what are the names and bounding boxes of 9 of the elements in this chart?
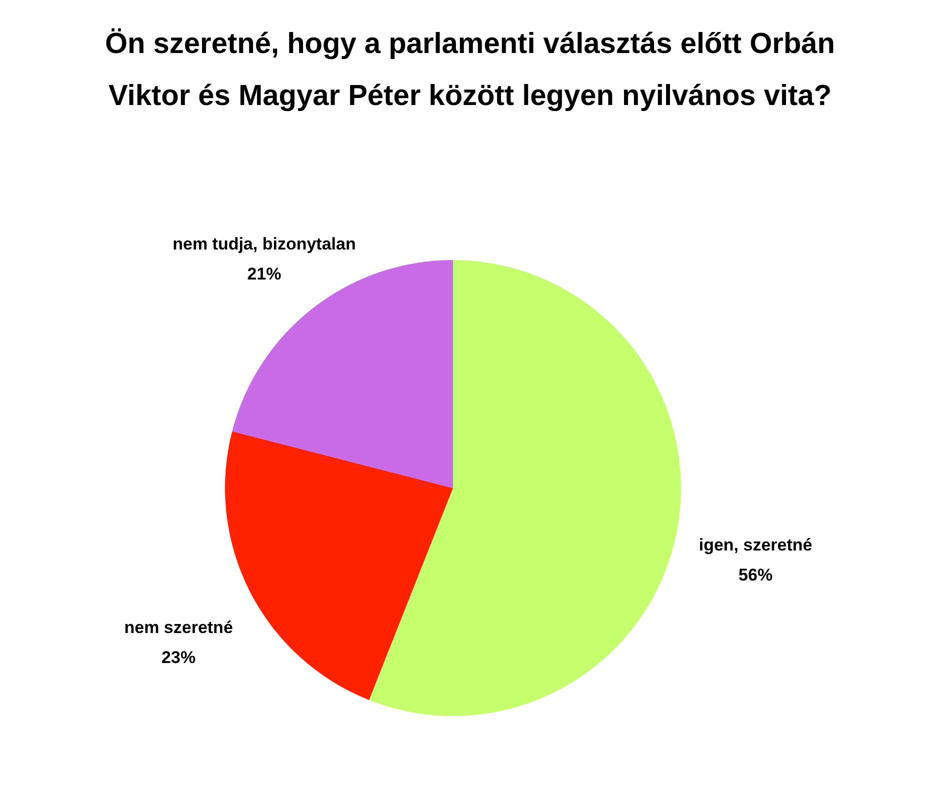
data-label: 56% (738, 566, 773, 585)
slice-label: igen, szeretné (698, 536, 812, 555)
data-label: 23% (162, 648, 196, 667)
data-label: 21% (247, 264, 282, 284)
slice-label: nem tudja, bizonytalan (172, 234, 356, 254)
slice-label: nem szeretné (124, 618, 233, 637)
chart-title: Ön szeretné, hogy a parlamenti választás előtt Orbán Viktor és Magyar Péter között legyen nyilvános vita? (104, 28, 836, 112)
pie-slice (369, 260, 681, 716)
pie-slice (232, 260, 453, 488)
